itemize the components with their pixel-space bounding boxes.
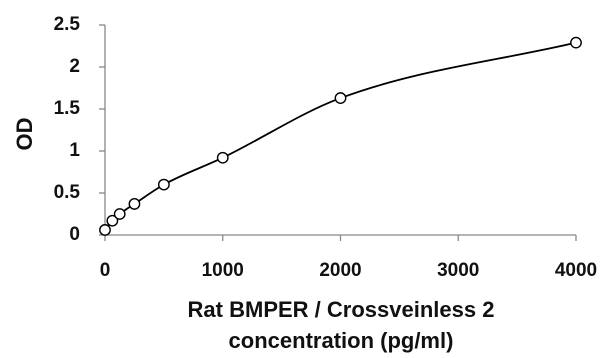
x-tick-label: 3000 xyxy=(437,260,479,281)
fit-curve xyxy=(104,41,577,231)
x-axis-title-line-2: concentration (pg/ml) xyxy=(229,328,454,353)
data-point xyxy=(570,36,582,49)
y-axis-ticks: 0 0.5 1 1.5 2 2.5 xyxy=(54,14,105,245)
data-point xyxy=(99,224,111,236)
data-point xyxy=(334,92,347,104)
data-points xyxy=(99,36,582,236)
data-point xyxy=(128,198,141,210)
x-tick-label: 1000 xyxy=(202,260,244,281)
data-point xyxy=(106,214,119,227)
y-tick-label: 1 xyxy=(69,140,80,161)
x-tick-label: 2000 xyxy=(319,260,361,281)
x-tick-label: 0 xyxy=(100,260,111,281)
x-axis-ticks: 0 1000 2000 3000 4000 xyxy=(100,235,597,281)
data-point xyxy=(113,208,126,220)
y-tick-label: 2 xyxy=(69,56,80,77)
y-axis-title: OD xyxy=(12,118,37,151)
y-tick-label: 1.5 xyxy=(54,98,81,119)
x-axis-title-line-1: Rat BMPER / Crossveinless 2 xyxy=(188,297,495,322)
y-tick-label: 0.5 xyxy=(54,182,81,203)
x-tick-label: 4000 xyxy=(555,260,597,281)
data-point xyxy=(157,178,170,191)
data-point xyxy=(216,151,229,164)
y-tick-label: 2.5 xyxy=(54,14,81,35)
y-tick-label: 0 xyxy=(69,224,80,245)
